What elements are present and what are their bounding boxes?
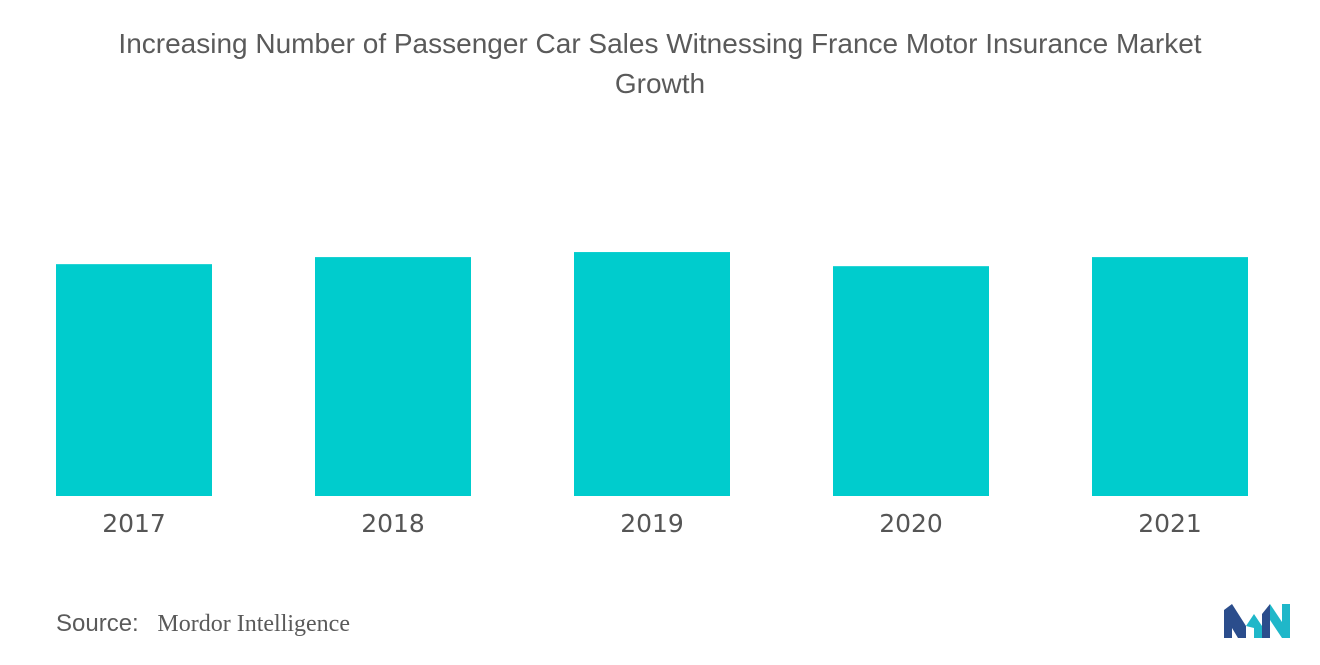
chart-title: Increasing Number of Passenger Car Sales…: [0, 24, 1320, 104]
bar-chart: 2017 2018 2019 2020 2021: [56, 252, 1248, 538]
x-tick-label-2018: 2018: [361, 509, 425, 538]
bar-2019: [574, 252, 730, 496]
mordor-intelligence-logo-icon: [1224, 604, 1290, 638]
x-tick-label-2021: 2021: [1138, 509, 1202, 538]
bar-2017: [56, 264, 212, 496]
source-label: Source:: [56, 610, 139, 637]
chart-title-line-1: Increasing Number of Passenger Car Sales…: [118, 28, 1202, 59]
source-value: Mordor Intelligence: [157, 611, 350, 637]
x-tick-labels: 2017 2018 2019 2020 2021: [102, 509, 1202, 538]
source-note: Source: Mordor Intelligence: [56, 610, 350, 638]
x-tick-label-2020: 2020: [879, 509, 943, 538]
bar-2021: [1092, 257, 1248, 496]
bars-group: [56, 252, 1248, 496]
x-tick-label-2019: 2019: [620, 509, 684, 538]
chart-title-line-2: Growth: [614, 68, 706, 99]
bar-2018: [315, 257, 471, 496]
bar-2020: [833, 266, 989, 496]
x-tick-label-2017: 2017: [102, 509, 166, 538]
